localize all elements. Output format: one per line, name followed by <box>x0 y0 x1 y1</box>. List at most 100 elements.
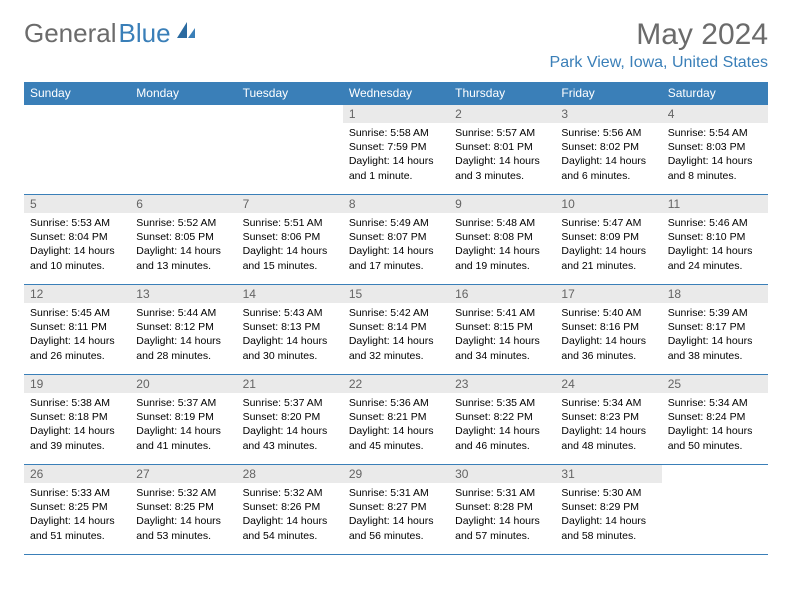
day-number: 13 <box>130 285 236 303</box>
day-cell: 1Sunrise: 5:58 AMSunset: 7:59 PMDaylight… <box>343 105 449 195</box>
day-cell: 29Sunrise: 5:31 AMSunset: 8:27 PMDayligh… <box>343 465 449 555</box>
day-cell: 24Sunrise: 5:34 AMSunset: 8:23 PMDayligh… <box>555 375 661 465</box>
day-number: 19 <box>24 375 130 393</box>
day-cell: 13Sunrise: 5:44 AMSunset: 8:12 PMDayligh… <box>130 285 236 375</box>
location: Park View, Iowa, United States <box>550 54 768 72</box>
day-number: 4 <box>662 105 768 123</box>
day-number: 20 <box>130 375 236 393</box>
day-cell: 18Sunrise: 5:39 AMSunset: 8:17 PMDayligh… <box>662 285 768 375</box>
empty-cell <box>130 105 236 195</box>
day-header-row: SundayMondayTuesdayWednesdayThursdayFrid… <box>24 82 768 105</box>
calendar-body: 1Sunrise: 5:58 AMSunset: 7:59 PMDaylight… <box>24 105 768 555</box>
day-info: Sunrise: 5:31 AMSunset: 8:27 PMDaylight:… <box>343 483 449 548</box>
day-info: Sunrise: 5:54 AMSunset: 8:03 PMDaylight:… <box>662 123 768 188</box>
day-number: 14 <box>237 285 343 303</box>
day-cell: 19Sunrise: 5:38 AMSunset: 8:18 PMDayligh… <box>24 375 130 465</box>
day-info: Sunrise: 5:44 AMSunset: 8:12 PMDaylight:… <box>130 303 236 368</box>
day-number: 1 <box>343 105 449 123</box>
day-number: 3 <box>555 105 661 123</box>
day-cell: 9Sunrise: 5:48 AMSunset: 8:08 PMDaylight… <box>449 195 555 285</box>
day-cell: 12Sunrise: 5:45 AMSunset: 8:11 PMDayligh… <box>24 285 130 375</box>
logo-text-2: Blue <box>119 18 171 49</box>
day-cell: 26Sunrise: 5:33 AMSunset: 8:25 PMDayligh… <box>24 465 130 555</box>
day-cell: 6Sunrise: 5:52 AMSunset: 8:05 PMDaylight… <box>130 195 236 285</box>
day-info: Sunrise: 5:46 AMSunset: 8:10 PMDaylight:… <box>662 213 768 278</box>
day-info: Sunrise: 5:57 AMSunset: 8:01 PMDaylight:… <box>449 123 555 188</box>
month-title: May 2024 <box>550 18 768 52</box>
day-info: Sunrise: 5:38 AMSunset: 8:18 PMDaylight:… <box>24 393 130 458</box>
day-number: 8 <box>343 195 449 213</box>
day-info: Sunrise: 5:32 AMSunset: 8:26 PMDaylight:… <box>237 483 343 548</box>
calendar-table: SundayMondayTuesdayWednesdayThursdayFrid… <box>24 82 768 555</box>
day-number: 28 <box>237 465 343 483</box>
day-cell: 4Sunrise: 5:54 AMSunset: 8:03 PMDaylight… <box>662 105 768 195</box>
calendar-row: 19Sunrise: 5:38 AMSunset: 8:18 PMDayligh… <box>24 375 768 465</box>
day-number: 26 <box>24 465 130 483</box>
day-cell: 31Sunrise: 5:30 AMSunset: 8:29 PMDayligh… <box>555 465 661 555</box>
day-number: 11 <box>662 195 768 213</box>
empty-cell <box>24 105 130 195</box>
calendar-row: 12Sunrise: 5:45 AMSunset: 8:11 PMDayligh… <box>24 285 768 375</box>
day-info: Sunrise: 5:49 AMSunset: 8:07 PMDaylight:… <box>343 213 449 278</box>
day-info: Sunrise: 5:58 AMSunset: 7:59 PMDaylight:… <box>343 123 449 188</box>
day-info: Sunrise: 5:32 AMSunset: 8:25 PMDaylight:… <box>130 483 236 548</box>
day-cell: 10Sunrise: 5:47 AMSunset: 8:09 PMDayligh… <box>555 195 661 285</box>
day-cell: 15Sunrise: 5:42 AMSunset: 8:14 PMDayligh… <box>343 285 449 375</box>
day-header: Friday <box>555 82 661 105</box>
day-cell: 5Sunrise: 5:53 AMSunset: 8:04 PMDaylight… <box>24 195 130 285</box>
day-header: Saturday <box>662 82 768 105</box>
day-info: Sunrise: 5:39 AMSunset: 8:17 PMDaylight:… <box>662 303 768 368</box>
day-info: Sunrise: 5:43 AMSunset: 8:13 PMDaylight:… <box>237 303 343 368</box>
title-block: May 2024 Park View, Iowa, United States <box>550 18 768 72</box>
day-cell: 2Sunrise: 5:57 AMSunset: 8:01 PMDaylight… <box>449 105 555 195</box>
day-number: 18 <box>662 285 768 303</box>
day-header: Monday <box>130 82 236 105</box>
day-cell: 22Sunrise: 5:36 AMSunset: 8:21 PMDayligh… <box>343 375 449 465</box>
day-cell: 27Sunrise: 5:32 AMSunset: 8:25 PMDayligh… <box>130 465 236 555</box>
day-cell: 8Sunrise: 5:49 AMSunset: 8:07 PMDaylight… <box>343 195 449 285</box>
day-header: Thursday <box>449 82 555 105</box>
day-info: Sunrise: 5:47 AMSunset: 8:09 PMDaylight:… <box>555 213 661 278</box>
day-info: Sunrise: 5:51 AMSunset: 8:06 PMDaylight:… <box>237 213 343 278</box>
logo-sail-icon <box>175 18 197 49</box>
header: GeneralBlue May 2024 Park View, Iowa, Un… <box>24 18 768 72</box>
day-cell: 17Sunrise: 5:40 AMSunset: 8:16 PMDayligh… <box>555 285 661 375</box>
day-info: Sunrise: 5:33 AMSunset: 8:25 PMDaylight:… <box>24 483 130 548</box>
day-info: Sunrise: 5:56 AMSunset: 8:02 PMDaylight:… <box>555 123 661 188</box>
day-number: 31 <box>555 465 661 483</box>
day-number: 9 <box>449 195 555 213</box>
day-cell: 30Sunrise: 5:31 AMSunset: 8:28 PMDayligh… <box>449 465 555 555</box>
logo: GeneralBlue <box>24 18 197 49</box>
day-info: Sunrise: 5:52 AMSunset: 8:05 PMDaylight:… <box>130 213 236 278</box>
day-info: Sunrise: 5:45 AMSunset: 8:11 PMDaylight:… <box>24 303 130 368</box>
day-cell: 16Sunrise: 5:41 AMSunset: 8:15 PMDayligh… <box>449 285 555 375</box>
day-number: 12 <box>24 285 130 303</box>
day-info: Sunrise: 5:35 AMSunset: 8:22 PMDaylight:… <box>449 393 555 458</box>
day-info: Sunrise: 5:41 AMSunset: 8:15 PMDaylight:… <box>449 303 555 368</box>
day-number: 27 <box>130 465 236 483</box>
day-info: Sunrise: 5:30 AMSunset: 8:29 PMDaylight:… <box>555 483 661 548</box>
day-info: Sunrise: 5:53 AMSunset: 8:04 PMDaylight:… <box>24 213 130 278</box>
day-info: Sunrise: 5:36 AMSunset: 8:21 PMDaylight:… <box>343 393 449 458</box>
day-cell: 21Sunrise: 5:37 AMSunset: 8:20 PMDayligh… <box>237 375 343 465</box>
day-number: 22 <box>343 375 449 393</box>
day-number: 17 <box>555 285 661 303</box>
day-number: 30 <box>449 465 555 483</box>
day-number: 7 <box>237 195 343 213</box>
day-number: 10 <box>555 195 661 213</box>
day-header: Tuesday <box>237 82 343 105</box>
day-number: 2 <box>449 105 555 123</box>
day-number: 25 <box>662 375 768 393</box>
day-cell: 20Sunrise: 5:37 AMSunset: 8:19 PMDayligh… <box>130 375 236 465</box>
day-info: Sunrise: 5:34 AMSunset: 8:24 PMDaylight:… <box>662 393 768 458</box>
day-info: Sunrise: 5:31 AMSunset: 8:28 PMDaylight:… <box>449 483 555 548</box>
day-number: 6 <box>130 195 236 213</box>
day-info: Sunrise: 5:48 AMSunset: 8:08 PMDaylight:… <box>449 213 555 278</box>
day-number: 24 <box>555 375 661 393</box>
day-cell: 11Sunrise: 5:46 AMSunset: 8:10 PMDayligh… <box>662 195 768 285</box>
calendar-row: 26Sunrise: 5:33 AMSunset: 8:25 PMDayligh… <box>24 465 768 555</box>
day-header: Sunday <box>24 82 130 105</box>
day-cell: 25Sunrise: 5:34 AMSunset: 8:24 PMDayligh… <box>662 375 768 465</box>
day-number: 29 <box>343 465 449 483</box>
day-info: Sunrise: 5:37 AMSunset: 8:19 PMDaylight:… <box>130 393 236 458</box>
